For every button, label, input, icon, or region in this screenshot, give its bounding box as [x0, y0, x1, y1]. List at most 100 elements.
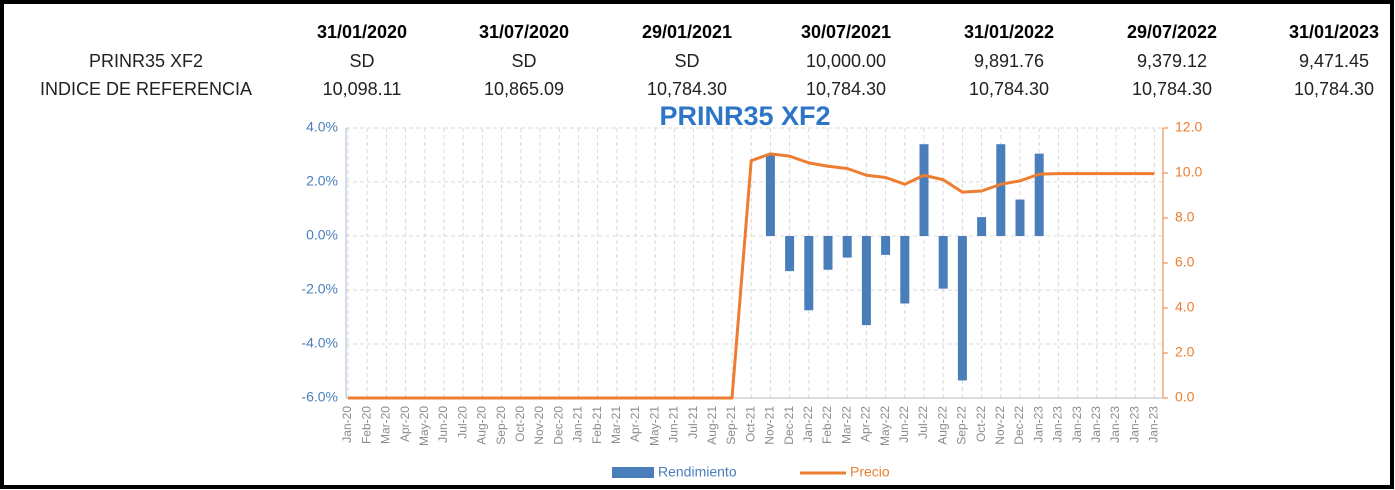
x-tick-label: Oct-22 — [974, 406, 988, 442]
cell: 10,098.11 — [323, 79, 402, 99]
x-tick-label: Jan-23 — [1031, 406, 1045, 443]
row-label: INDICE DE REFERENCIA — [40, 79, 252, 99]
y2-tick-label: 4.0 — [1175, 299, 1195, 315]
x-tick-label: Nov-20 — [532, 406, 546, 445]
bar — [823, 236, 833, 270]
x-tick-label: Jan-21 — [571, 406, 585, 443]
bar — [842, 236, 852, 258]
x-tick-label: Jun-22 — [897, 406, 911, 443]
legend-label: Precio — [850, 464, 890, 480]
y-tick-label: -4.0% — [301, 335, 338, 351]
cell: 10,865.09 — [484, 79, 564, 99]
bar — [996, 144, 1006, 236]
x-tick-label: Jan-23 — [1089, 406, 1103, 443]
x-tick-label: Sep-21 — [724, 406, 738, 445]
bar — [977, 217, 987, 236]
y2-tick-label: 2.0 — [1175, 344, 1195, 360]
y-tick-label: -6.0% — [301, 389, 338, 405]
cell: 10,000.00 — [806, 51, 886, 71]
y2-tick-label: 6.0 — [1175, 254, 1195, 270]
x-tick-label: Aug-20 — [475, 406, 489, 445]
x-tick-label: Dec-20 — [551, 406, 565, 445]
x-tick-label: Jan-23 — [1108, 406, 1122, 443]
x-tick-label: Dec-21 — [782, 406, 796, 445]
column-header: 31/01/2023 — [1289, 22, 1379, 42]
y2-tick-label: 8.0 — [1175, 209, 1195, 225]
x-tick-label: Jun-21 — [667, 406, 681, 443]
x-tick-label: Apr-20 — [398, 406, 412, 442]
column-header: 30/07/2021 — [801, 22, 891, 42]
bar — [900, 236, 910, 304]
cell: 10,784.30 — [969, 79, 1049, 99]
column-header: 31/01/2022 — [964, 22, 1054, 42]
cell: 10,784.30 — [1132, 79, 1212, 99]
legend-swatch — [612, 467, 654, 478]
chart-title: PRINR35 XF2 — [659, 101, 830, 131]
y-tick-label: -2.0% — [301, 281, 338, 297]
x-tick-label: Sep-22 — [955, 406, 969, 445]
x-tick-label: May-20 — [417, 406, 431, 446]
x-tick-label: Nov-22 — [993, 406, 1007, 445]
x-tick-label: Mar-20 — [379, 406, 393, 444]
legend-label: Rendimiento — [658, 464, 737, 480]
x-tick-label: Jan-23 — [1070, 406, 1084, 443]
x-tick-label: Oct-21 — [743, 406, 757, 442]
column-header: 29/07/2022 — [1127, 22, 1217, 42]
bar — [957, 236, 967, 381]
x-tick-label: Nov-21 — [763, 406, 777, 445]
x-tick-label: Dec-22 — [1012, 406, 1026, 445]
x-tick-label: Apr-21 — [628, 406, 642, 442]
x-tick-label: May-22 — [878, 406, 892, 446]
x-tick-label: Jan-23 — [1147, 406, 1161, 443]
cell: SD — [511, 51, 536, 71]
column-header: 29/01/2021 — [642, 22, 732, 42]
y-tick-label: 2.0% — [306, 173, 338, 189]
bar — [804, 236, 814, 311]
cell: 10,784.30 — [806, 79, 886, 99]
bar — [785, 236, 795, 272]
cell: 10,784.30 — [647, 79, 727, 99]
x-tick-label: Jul-20 — [455, 406, 469, 439]
y2-tick-label: 10.0 — [1175, 164, 1202, 180]
bar — [919, 144, 929, 236]
x-tick-label: Apr-22 — [859, 406, 873, 442]
x-tick-label: Jan-23 — [1051, 406, 1065, 443]
x-tick-label: Feb-20 — [359, 406, 373, 444]
line — [348, 152, 1155, 400]
x-tick-label: Jul-22 — [916, 406, 930, 439]
x-tick-label: Sep-20 — [494, 406, 508, 445]
y-tick-label: 0.0% — [306, 227, 338, 243]
bar — [765, 153, 775, 236]
y2-tick-label: 12.0 — [1175, 119, 1202, 135]
cell: SD — [349, 51, 374, 71]
x-tick-label: Jan-22 — [801, 406, 815, 443]
y2-tick-label: 0.0 — [1175, 389, 1195, 405]
x-tick-label: Jan-20 — [340, 406, 354, 443]
x-tick-label: Jul-21 — [686, 406, 700, 439]
x-tick-label: Aug-21 — [705, 406, 719, 445]
y-tick-label: 4.0% — [306, 119, 338, 135]
bar — [1034, 153, 1044, 236]
x-tick-label: May-21 — [647, 406, 661, 446]
row-label: PRINR35 XF2 — [89, 51, 203, 71]
cell: SD — [674, 51, 699, 71]
x-tick-label: Jan-23 — [1127, 406, 1141, 443]
cell: 9,891.76 — [974, 51, 1044, 71]
x-tick-label: Mar-21 — [609, 406, 623, 444]
cell: 10,784.30 — [1294, 79, 1374, 99]
x-tick-label: Jun-20 — [436, 406, 450, 443]
bar — [938, 236, 948, 289]
x-tick-label: Oct-20 — [513, 406, 527, 442]
x-tick-label: Feb-22 — [820, 406, 834, 444]
x-tick-label: Mar-22 — [839, 406, 853, 444]
cell: 9,379.12 — [1137, 51, 1207, 71]
bar — [881, 236, 891, 255]
bar — [861, 236, 871, 326]
x-tick-label: Aug-22 — [935, 406, 949, 445]
cell: 9,471.45 — [1299, 51, 1369, 71]
x-tick-label: Feb-21 — [590, 406, 604, 444]
column-header: 31/07/2020 — [479, 22, 569, 42]
bar — [1015, 199, 1025, 236]
